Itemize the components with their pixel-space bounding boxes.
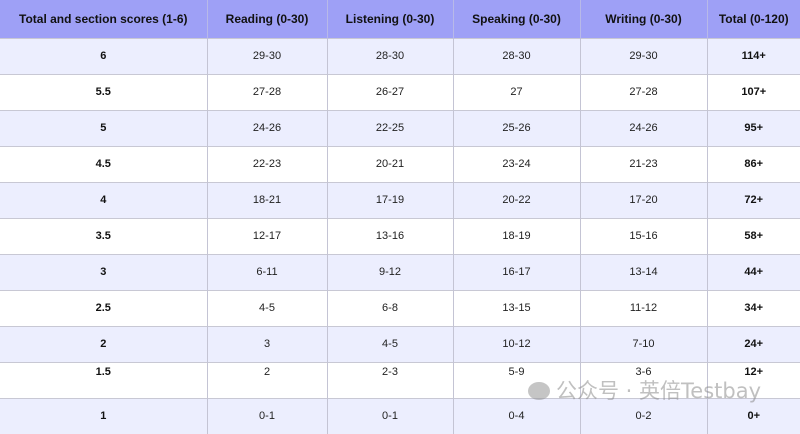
table-cell: 95+	[707, 111, 800, 147]
table-cell: 29-30	[580, 39, 707, 75]
table-cell: 0-2	[580, 399, 707, 434]
table-cell: 25-26	[453, 111, 580, 147]
table-cell: 4-5	[207, 291, 327, 327]
table-cell: 7-10	[580, 327, 707, 363]
table-cell: 1	[0, 399, 207, 434]
table-cell: 114+	[707, 39, 800, 75]
table-cell: 72+	[707, 183, 800, 219]
column-header: Total (0-120)	[707, 0, 800, 39]
column-header: Listening (0-30)	[327, 0, 453, 39]
table-cell: 12-17	[207, 219, 327, 255]
column-header: Reading (0-30)	[207, 0, 327, 39]
table-cell: 13-14	[580, 255, 707, 291]
table-cell: 28-30	[453, 39, 580, 75]
table-cell: 24-26	[207, 111, 327, 147]
table-cell: 27-28	[580, 75, 707, 111]
column-header: Total and section scores (1-6)	[0, 0, 207, 39]
header-row: Total and section scores (1-6)Reading (0…	[0, 0, 800, 39]
table-cell: 18-19	[453, 219, 580, 255]
table-cell: 17-20	[580, 183, 707, 219]
table-cell: 22-25	[327, 111, 453, 147]
table-cell: 3	[207, 327, 327, 363]
table-cell: 5.5	[0, 75, 207, 111]
table-cell: 86+	[707, 147, 800, 183]
table-cell: 13-16	[327, 219, 453, 255]
column-header: Speaking (0-30)	[453, 0, 580, 39]
table-cell: 27-28	[207, 75, 327, 111]
table-cell: 6-11	[207, 255, 327, 291]
table-cell: 107+	[707, 75, 800, 111]
table-cell: 44+	[707, 255, 800, 291]
column-header: Writing (0-30)	[580, 0, 707, 39]
table-cell: 18-21	[207, 183, 327, 219]
table-cell: 0+	[707, 399, 800, 434]
table-cell: 20-21	[327, 147, 453, 183]
table-cell: 5-9	[453, 363, 580, 399]
table-cell: 3.5	[0, 219, 207, 255]
table-cell: 29-30	[207, 39, 327, 75]
table-cell: 23-24	[453, 147, 580, 183]
table-cell: 2	[0, 327, 207, 363]
table-cell: 24+	[707, 327, 800, 363]
table-cell: 22-23	[207, 147, 327, 183]
table-cell: 0-1	[327, 399, 453, 434]
table-cell: 2	[207, 363, 327, 399]
table-cell: 3	[0, 255, 207, 291]
table-cell: 5	[0, 111, 207, 147]
table-cell: 6	[0, 39, 207, 75]
table-cell: 13-15	[453, 291, 580, 327]
table-cell: 0-4	[453, 399, 580, 434]
table-cell: 15-16	[580, 219, 707, 255]
table-cell: 4-5	[327, 327, 453, 363]
table-cell: 28-30	[327, 39, 453, 75]
table-cell: 3-6	[580, 363, 707, 399]
table-cell: 2-3	[327, 363, 453, 399]
table-cell: 9-12	[327, 255, 453, 291]
table-cell: 0-1	[207, 399, 327, 434]
table-cell: 26-27	[327, 75, 453, 111]
table-cell: 11-12	[580, 291, 707, 327]
table-cell: 20-22	[453, 183, 580, 219]
table-cell: 24-26	[580, 111, 707, 147]
table-cell: 17-19	[327, 183, 453, 219]
table-cell: 1.5	[0, 363, 207, 399]
table-cell: 4	[0, 183, 207, 219]
table-cell: 58+	[707, 219, 800, 255]
table-cell: 12+	[707, 363, 800, 399]
table-cell: 27	[453, 75, 580, 111]
table-cell: 21-23	[580, 147, 707, 183]
table-cell: 10-12	[453, 327, 580, 363]
table-cell: 34+	[707, 291, 800, 327]
table-cell: 2.5	[0, 291, 207, 327]
table-cell: 16-17	[453, 255, 580, 291]
table-cell: 4.5	[0, 147, 207, 183]
table-cell: 6-8	[327, 291, 453, 327]
